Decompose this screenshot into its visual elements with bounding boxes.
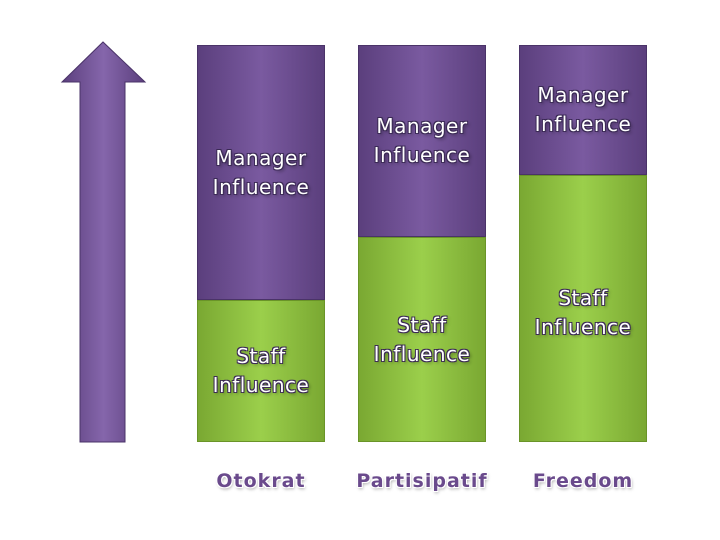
column: Manager Influence Staff Influence <box>519 45 647 442</box>
column-caption: Otokrat <box>216 470 306 492</box>
column: Manager Influence Staff Influence <box>197 45 325 442</box>
staff-block: Staff Influence <box>519 175 647 442</box>
column: Manager Influence Staff Influence <box>358 45 486 442</box>
staff-block: Staff Influence <box>197 300 325 442</box>
column-caption: Partisipatif <box>356 470 488 492</box>
column-caption: Freedom <box>532 470 634 492</box>
block-label: Staff Influence <box>212 344 310 397</box>
staff-block: Staff Influence <box>358 237 486 442</box>
up-arrow <box>60 41 147 443</box>
block-label: Manager Influence <box>373 114 471 167</box>
block-label: Manager Influence <box>212 145 310 199</box>
manager-block: Manager Influence <box>519 45 647 175</box>
block-label: Staff Influence <box>373 312 471 366</box>
block-label: Manager Influence <box>534 83 632 136</box>
manager-block: Manager Influence <box>358 45 486 237</box>
manager-block: Manager Influence <box>197 45 325 300</box>
block-label: Staff Influence <box>534 286 632 339</box>
